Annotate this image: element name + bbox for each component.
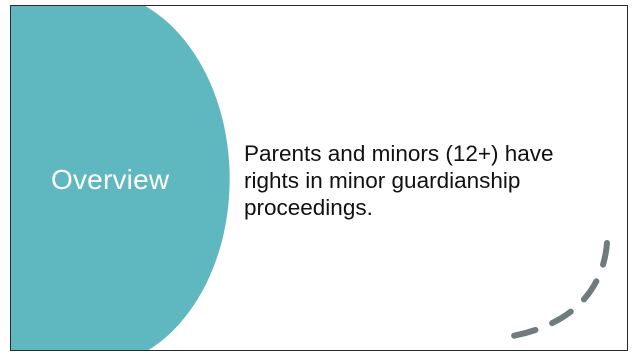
body-text: Parents and minors (12+) have rights in … <box>244 141 554 220</box>
teal-semicircle-shape <box>11 6 230 350</box>
dashed-arc-shape <box>498 240 610 341</box>
slide: Overview Parents and minors (12+) have r… <box>10 5 628 351</box>
section-title: Overview <box>51 164 170 195</box>
slide-decoration <box>11 6 610 350</box>
